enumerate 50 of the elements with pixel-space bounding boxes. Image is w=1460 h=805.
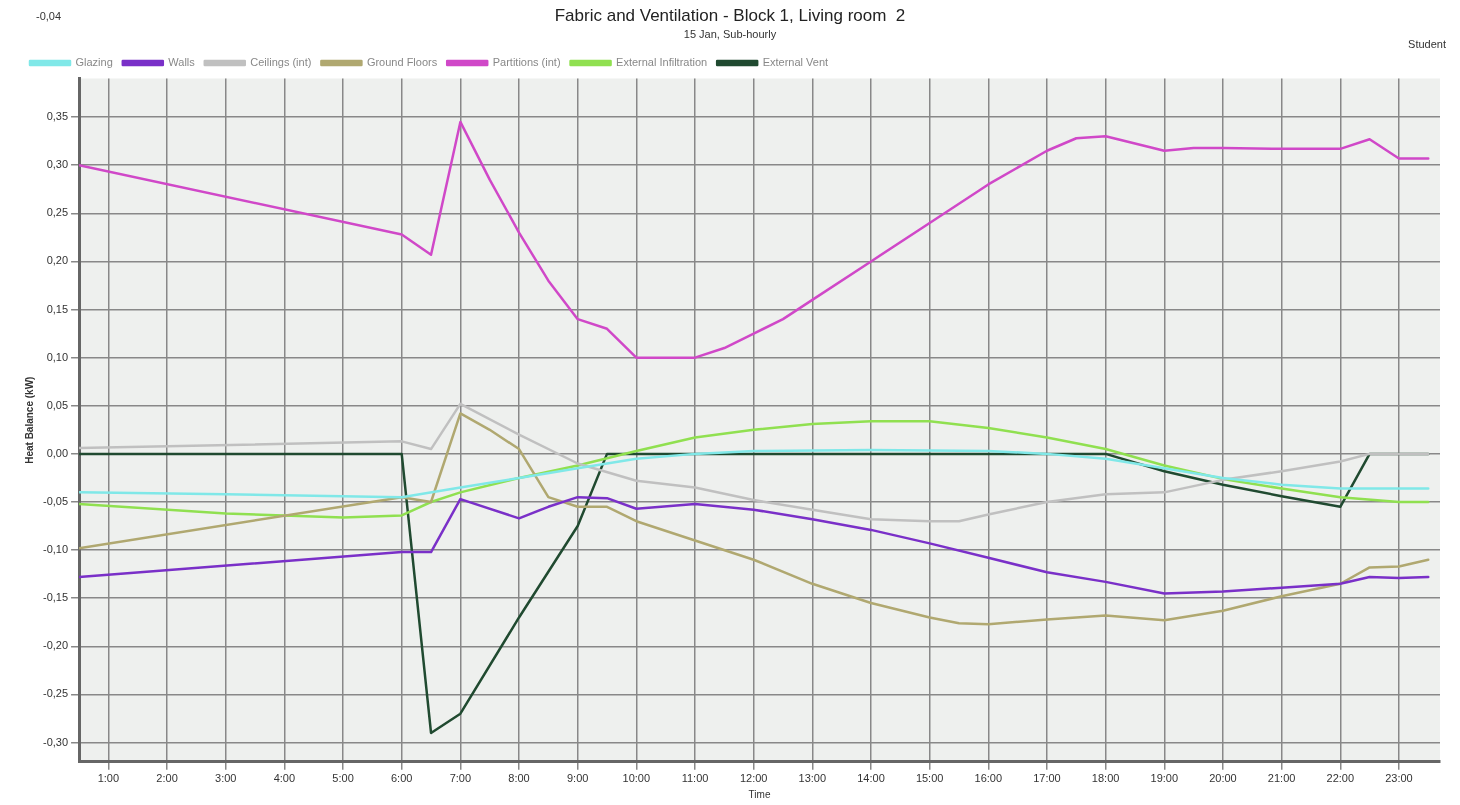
x-tick-label: 4:00 (273, 772, 296, 785)
legend-label: Partitions (int) (492, 56, 561, 69)
x-tick-label: 9:00 (566, 772, 589, 785)
x-tick-label: 23:00 (1385, 772, 1413, 785)
y-tick-label: 0,25 (46, 206, 69, 219)
x-tick-label: 5:00 (332, 772, 354, 785)
y-tick-label: 0,15 (46, 302, 69, 315)
x-axis-title: Time (748, 788, 771, 800)
x-tick-label: 15:00 (915, 772, 944, 785)
y-tick-label: -0,05 (42, 495, 69, 508)
x-tick-label: 12:00 (739, 772, 768, 785)
x-tick-label: 17:00 (1033, 772, 1061, 785)
y-tick-label: -0,15 (42, 591, 69, 604)
chart-title: Fabric and Ventilation - Block 1, Living room 2 (554, 5, 906, 25)
x-tick-label: 20:00 (1209, 772, 1237, 785)
x-tick-label: 14:00 (857, 772, 885, 785)
x-tick-label: 19:00 (1150, 772, 1179, 785)
x-tick-label: 6:00 (391, 772, 413, 785)
legend-label: External Vent (762, 56, 829, 69)
x-tick-label: 10:00 (622, 772, 651, 785)
y-tick-label: -0,10 (42, 543, 69, 556)
legend-label: Ceilings (int) (250, 56, 312, 69)
legend-label: External Infiltration (616, 56, 708, 69)
y-axis-title: Heat Balance (kW) (23, 376, 35, 464)
x-tick-label: 18:00 (1091, 772, 1120, 785)
y-tick-label: -0,20 (42, 639, 69, 652)
x-tick-label: 13:00 (798, 772, 827, 785)
y-tick-label: 0,05 (46, 398, 69, 411)
x-tick-label: 16:00 (974, 772, 1003, 785)
x-tick-label: 7:00 (449, 772, 472, 785)
y-tick-label: 0,35 (46, 110, 69, 123)
chart-subtitle: 15 Jan, Sub-hourly (683, 28, 777, 41)
x-tick-label: 22:00 (1326, 772, 1355, 785)
x-tick-label: 8:00 (508, 772, 530, 785)
y-tick-label: 0,20 (46, 254, 69, 267)
text: -0,04 (36, 10, 62, 22)
text: Student (1408, 38, 1446, 50)
x-tick-label: 21:00 (1267, 772, 1296, 785)
x-tick-label: 1:00 (97, 772, 120, 785)
y-tick-label: -0,30 (42, 735, 69, 748)
legend-label: Walls (168, 56, 196, 69)
x-tick-label: 3:00 (215, 772, 237, 785)
y-tick-label: 0,10 (46, 350, 69, 363)
y-tick-label: 0,30 (46, 158, 69, 171)
x-tick-label: 11:00 (681, 772, 709, 785)
y-tick-label: 0,00 (46, 446, 69, 459)
legend-label: Glazing (75, 56, 113, 69)
y-tick-label: -0,25 (42, 687, 69, 700)
x-tick-label: 2:00 (156, 772, 178, 785)
legend-label: Ground Floors (366, 56, 438, 69)
